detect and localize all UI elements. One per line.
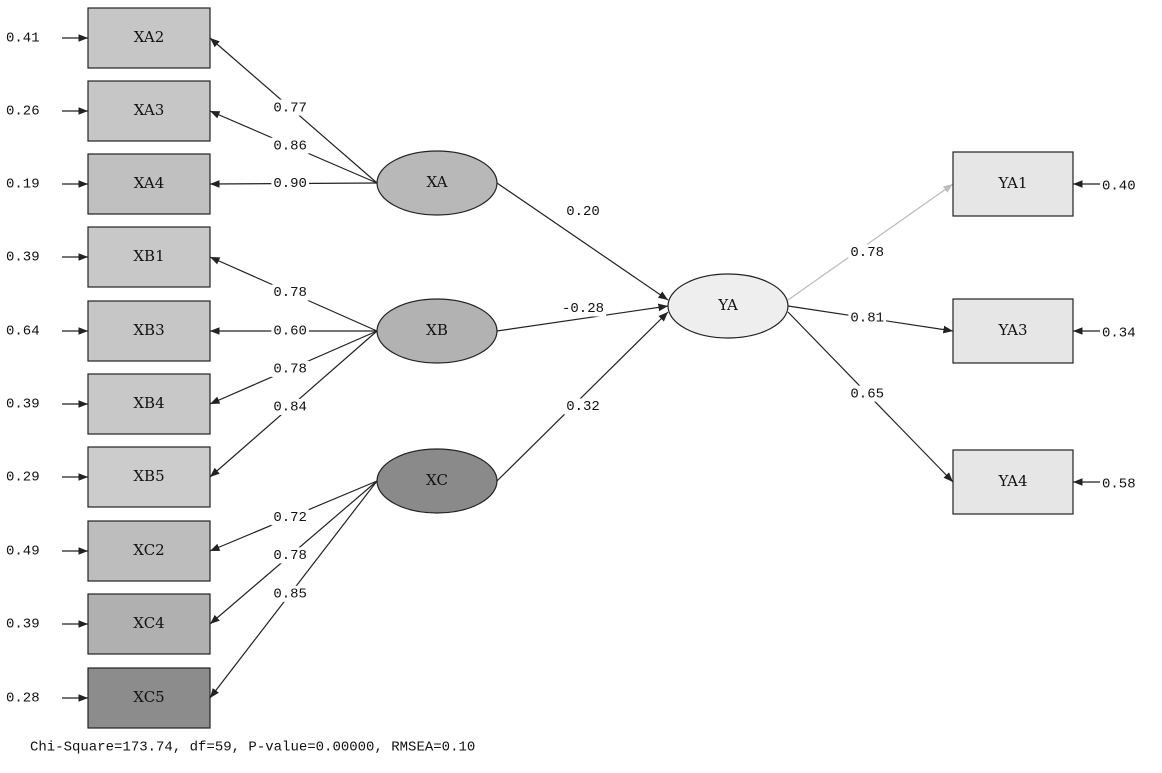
- latent-label: YA: [717, 296, 738, 314]
- error-variance: 0.34: [1102, 326, 1136, 342]
- error-variance: 0.41: [6, 31, 40, 47]
- error-variance: 0.39: [6, 617, 40, 633]
- error-variance: 0.58: [1102, 477, 1136, 493]
- loading-label: 0.90: [273, 176, 307, 192]
- indicator-label: XB4: [133, 394, 164, 412]
- error-variance: 0.64: [6, 324, 40, 340]
- loading-label: 0.81: [850, 311, 884, 327]
- arrow: [497, 312, 668, 481]
- loading-label: 0.78: [850, 245, 884, 261]
- arrow: [788, 184, 953, 300]
- indicator-label: XC4: [133, 614, 164, 632]
- arrow: [497, 183, 668, 300]
- loading-label: 0.60: [273, 324, 307, 340]
- page: XA2 XA3 XA4 XB1 XB3 XB4 XB5 XC2 XC4 XC5 XA XB XC YA YA…: [0, 0, 1162, 773]
- indicator-label: XB3: [133, 321, 164, 339]
- loading-label: 0.72: [273, 510, 307, 526]
- fit-statistics: Chi-Square=173.74, df=59, P-value=0.0000…: [30, 740, 475, 756]
- error-variance: 0.40: [1102, 179, 1136, 195]
- indicator-label: XB1: [133, 247, 164, 265]
- loading-label: 0.84: [273, 400, 307, 416]
- indicator-label: XC2: [133, 541, 164, 559]
- loading-label: 0.85: [273, 587, 307, 603]
- edges: [62, 38, 1100, 698]
- error-variance: 0.26: [6, 104, 40, 120]
- outcome-label: YA1: [997, 174, 1027, 192]
- error-variance: 0.39: [6, 250, 40, 266]
- error-variance: 0.49: [6, 544, 40, 560]
- indicator-label: XC5: [133, 688, 164, 706]
- indicator-label: XA2: [134, 28, 165, 46]
- error-variance: 0.29: [6, 470, 40, 486]
- outcome-label: YA4: [997, 472, 1027, 490]
- indicator-label: XB5: [133, 467, 164, 485]
- loading-label: 0.86: [273, 138, 307, 154]
- latent-label: XC: [426, 471, 448, 489]
- outcome-label: YA3: [997, 321, 1027, 339]
- latent-label: XB: [426, 321, 448, 339]
- loading-label: 0.78: [273, 548, 307, 564]
- error-variance: 0.19: [6, 177, 40, 193]
- loading-label: 0.65: [850, 386, 884, 402]
- nodes: XA2 XA3 XA4 XB1 XB3 XB4 XB5 XC2 XC4 XC5 XA XB XC YA YA…: [88, 8, 1073, 728]
- path-label: 0.32: [566, 399, 600, 415]
- error-variance: 0.28: [6, 691, 40, 707]
- error-variance: 0.39: [6, 397, 40, 413]
- loading-label: 0.77: [273, 100, 307, 116]
- path-label: -0.28: [562, 301, 604, 317]
- indicator-label: XA4: [134, 174, 165, 192]
- latent-label: XA: [427, 173, 448, 191]
- loading-label: 0.78: [273, 285, 307, 301]
- path-diagram: XA2 XA3 XA4 XB1 XB3 XB4 XB5 XC2 XC4 XC5 XA XB XC YA YA…: [0, 0, 1162, 773]
- loading-label: 0.78: [273, 362, 307, 378]
- indicator-label: XA3: [134, 101, 165, 119]
- path-label: 0.20: [566, 204, 600, 220]
